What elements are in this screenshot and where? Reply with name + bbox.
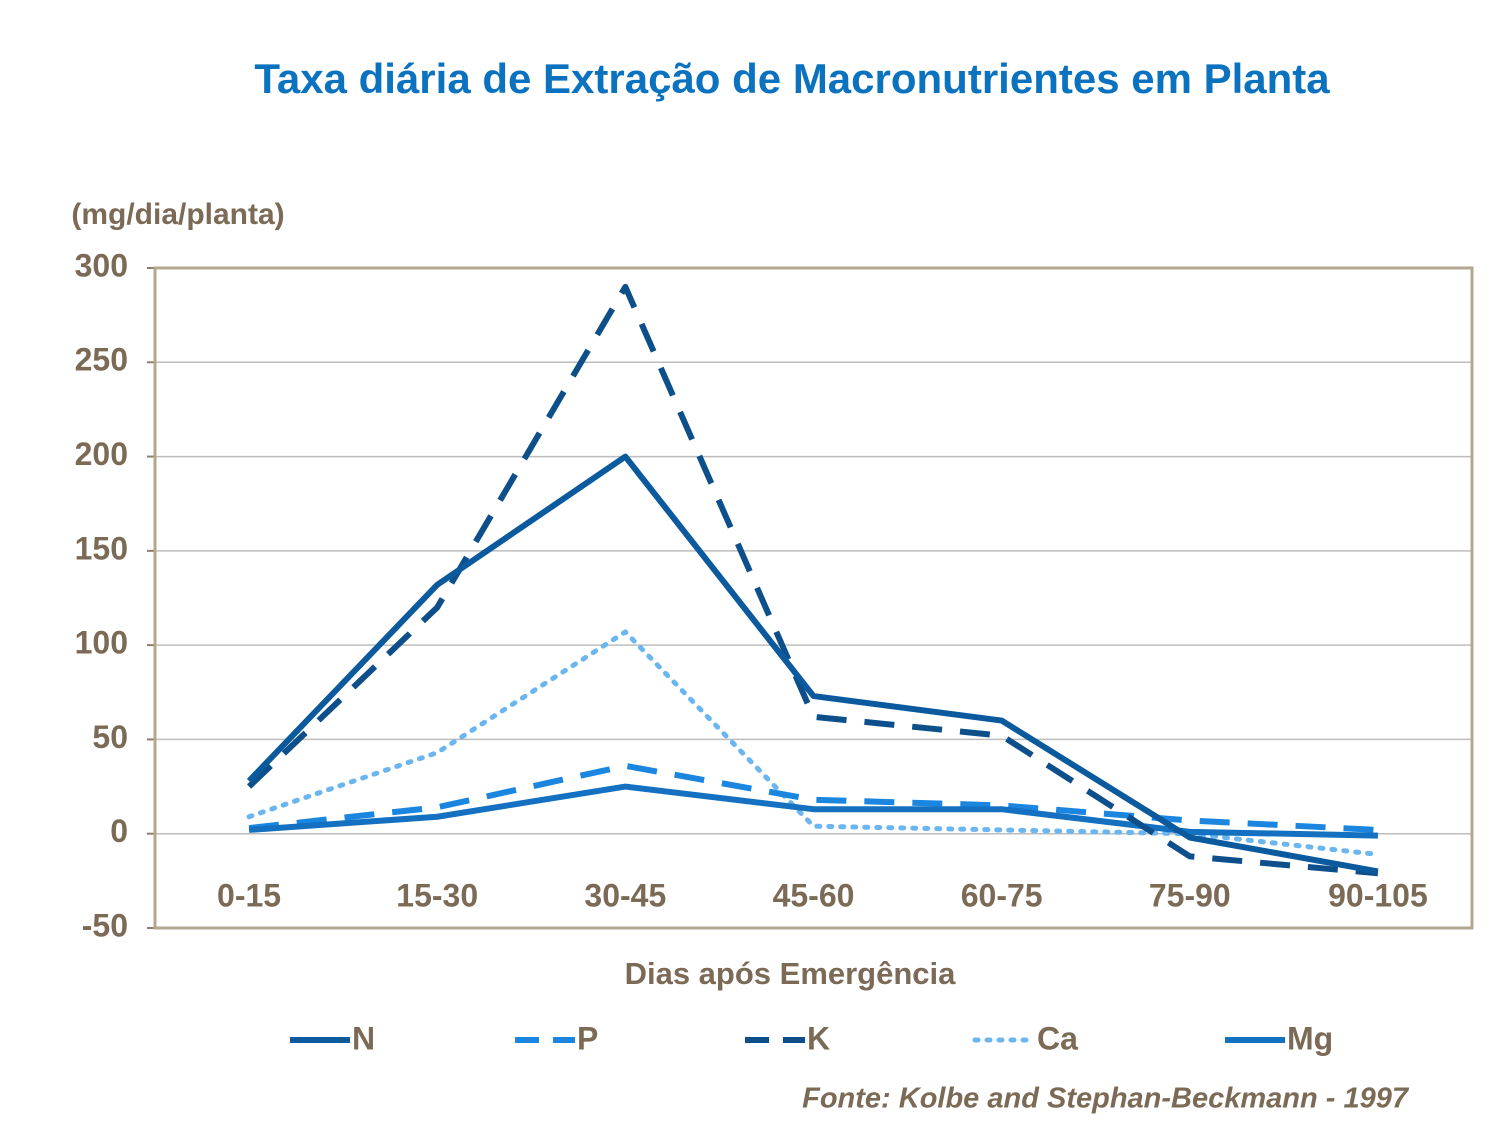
y-axis-label: (mg/dia/planta) [71, 198, 284, 231]
x-axis-label: Dias após Emergência [625, 956, 957, 991]
source-note: Fonte: Kolbe and Stephan-Beckmann - 1997 [802, 1083, 1410, 1115]
y-tick-label: 200 [75, 436, 128, 472]
legend-label: P [577, 1020, 598, 1056]
x-tick-label: 30-45 [584, 877, 666, 913]
data-line [246, 453, 1379, 875]
plot-border [153, 266, 1474, 930]
legend-label: N [352, 1020, 375, 1056]
data-line [247, 283, 1379, 877]
data-line [248, 783, 1378, 839]
y-tick-label: 250 [75, 342, 128, 378]
x-tick-label: 15-30 [396, 877, 478, 913]
x-tick-label: 75-90 [1149, 877, 1231, 913]
legend-label: K [807, 1020, 830, 1056]
y-tick-label: 0 [110, 813, 128, 849]
legend-label: Mg [1287, 1020, 1333, 1056]
y-tick-label: 100 [75, 625, 128, 661]
y-tick-label: 300 [75, 247, 128, 283]
y-tick-label: -50 [82, 907, 128, 943]
legend-label: Ca [1037, 1020, 1078, 1056]
y-tick-label: 50 [92, 719, 128, 755]
x-tick-label: 90-105 [1328, 877, 1428, 913]
chart-title: Taxa diária de Extração de Macronutrient… [254, 55, 1330, 102]
x-tick-label: 0-15 [217, 877, 281, 913]
y-tick-label: 150 [75, 530, 128, 566]
x-tick-label: 60-75 [961, 877, 1043, 913]
x-tick-label: 45-60 [773, 877, 855, 913]
